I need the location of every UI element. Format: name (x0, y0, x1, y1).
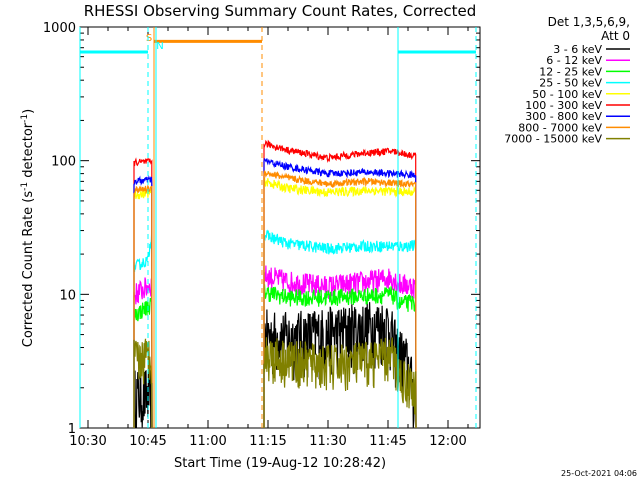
series-line-seg2 (263, 139, 417, 429)
series-line-seg2 (263, 265, 417, 429)
series-line-seg2 (263, 284, 417, 429)
series-line-seg1 (133, 157, 153, 429)
interval-saa: S (146, 27, 263, 428)
legend-label-100-300-kev: 100 - 300 keV (525, 99, 602, 112)
night-label: N (156, 41, 163, 52)
legend-title-line-1: Det 1,3,5,6,9, (548, 15, 630, 29)
legend-label-7000-15000-kev: 7000 - 15000 keV (504, 133, 602, 146)
legend-label-6-12-kev: 6 - 12 keV (546, 54, 602, 67)
legend-label-300-800-kev: 300 - 800 keV (525, 110, 602, 123)
chart-title: RHESSI Observing Summary Count Rates, Co… (84, 2, 477, 20)
x-tick-label: 10:45 (129, 434, 166, 449)
series-line-seg2 (263, 337, 417, 429)
series-12-25-kev (133, 284, 417, 429)
series-line-seg2 (263, 177, 417, 429)
interval-night_post (397, 27, 477, 428)
y-axis-label: Corrected Count Rate (s-1 detector-1) (20, 109, 36, 347)
interval-night: N (155, 27, 164, 428)
interval-layer: SN (79, 27, 477, 428)
series-line-seg1 (133, 188, 153, 429)
x-tick-label: 11:30 (309, 434, 346, 449)
series-line-seg1 (133, 277, 153, 429)
x-tick-label: 11:45 (369, 434, 406, 449)
series-300-800-kev (133, 157, 417, 429)
legend-label-12-25-kev: 12 - 25 keV (539, 65, 602, 78)
series-layer (133, 139, 417, 429)
series-line-seg1 (133, 184, 153, 429)
series-line-seg1 (133, 297, 153, 429)
y-tick-label: 10 (59, 288, 76, 303)
interval-night_pre (79, 27, 149, 428)
x-tick-label: 10:30 (69, 434, 106, 449)
legend-title-line-2: Att 0 (601, 29, 630, 43)
series-line-seg1 (133, 338, 153, 429)
x-axis: 10:30 10:45 11:00 11:15 11:30 11:45 12:00 (69, 27, 469, 449)
saa-label: S (146, 33, 152, 44)
x-tick-label: 11:00 (189, 434, 226, 449)
legend-label-800-7000-kev: 800 - 7000 keV (518, 121, 602, 134)
series-line-seg1 (133, 175, 153, 429)
generation-timestamp: 25-Oct-2021 04:06 (561, 469, 637, 478)
y-tick-label: 100 (51, 155, 76, 170)
legend-label-50-100-kev: 50 - 100 keV (532, 88, 602, 101)
series-6-12-kev (133, 265, 417, 429)
x-tick-label: 12:00 (429, 434, 466, 449)
x-tick-label: 11:15 (249, 434, 286, 449)
series-25-50-kev (133, 229, 417, 429)
series-line-seg1 (133, 229, 153, 429)
legend-label-3-6-kev: 3 - 6 keV (553, 43, 602, 56)
series-line-seg1 (133, 369, 153, 429)
series-7000-15000-kev (133, 337, 417, 429)
y-tick-label: 1 (68, 422, 76, 437)
legend-label-25-50-kev: 25 - 50 keV (539, 77, 602, 90)
series-line-seg2 (263, 229, 417, 429)
series-800-7000-kev (133, 170, 417, 429)
y-tick-label: 1000 (43, 21, 76, 36)
series-line-seg2 (263, 170, 417, 429)
series-100-300-kev (133, 139, 417, 429)
y-axis: 1 10 100 1000 (43, 21, 480, 437)
series-line-seg2 (263, 157, 417, 429)
series-50-100-kev (133, 177, 417, 429)
x-axis-label: Start Time (19-Aug-12 10:28:42) (174, 456, 386, 471)
